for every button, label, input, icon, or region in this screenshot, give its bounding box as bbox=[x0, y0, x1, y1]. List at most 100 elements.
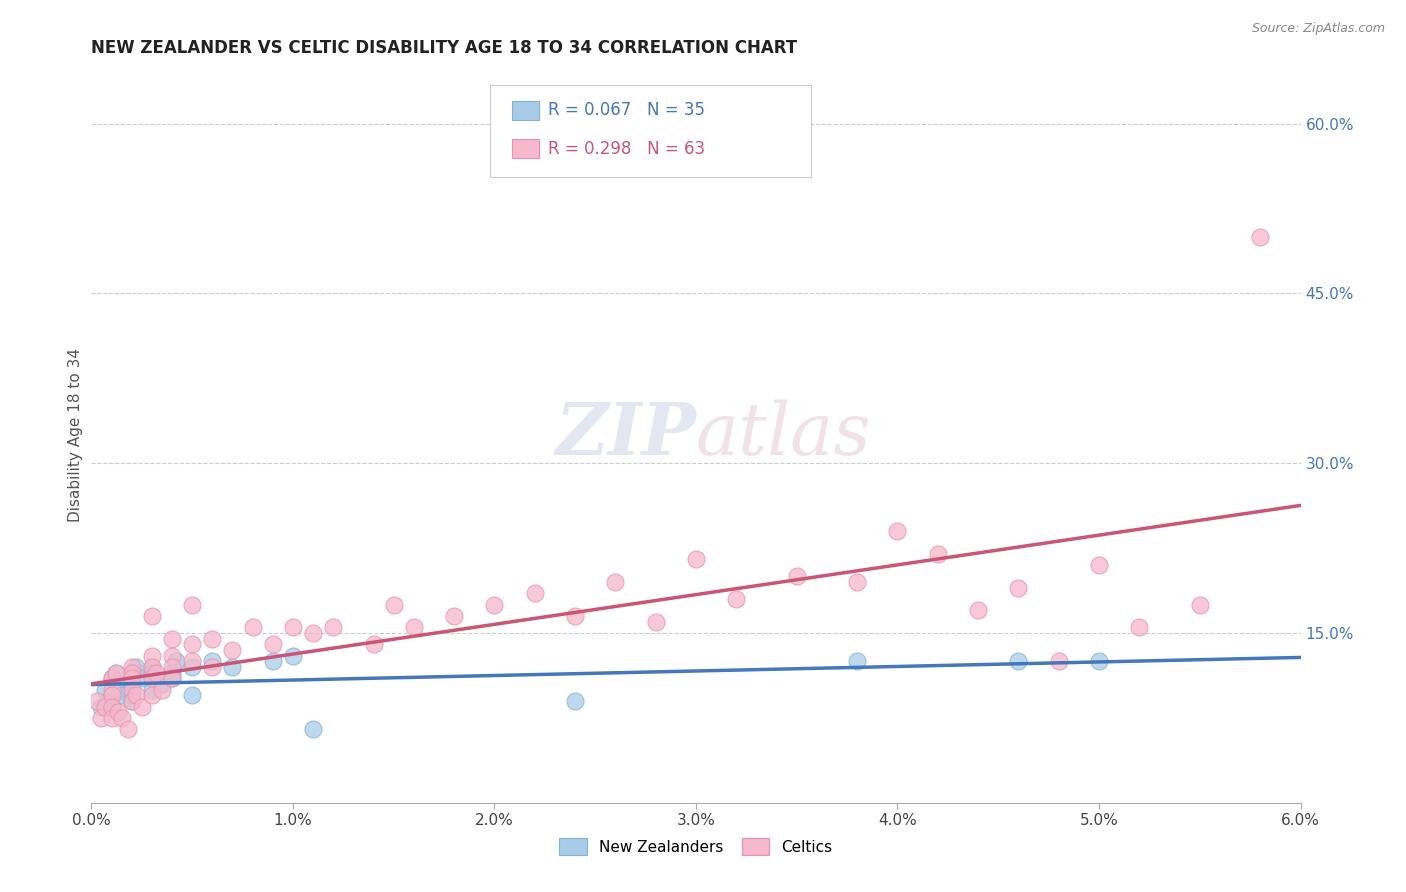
Point bbox=[141, 660, 163, 674]
Point bbox=[846, 654, 869, 668]
Y-axis label: Disability Age 18 to 34: Disability Age 18 to 34 bbox=[67, 348, 83, 522]
Point bbox=[100, 671, 122, 685]
Point bbox=[484, 598, 506, 612]
Point bbox=[100, 688, 122, 702]
Point bbox=[150, 677, 173, 691]
Point bbox=[141, 609, 163, 624]
Text: ZIP: ZIP bbox=[555, 400, 696, 470]
Point bbox=[131, 671, 153, 685]
Point bbox=[302, 723, 325, 737]
Point bbox=[363, 637, 385, 651]
Point bbox=[121, 682, 143, 697]
Point bbox=[121, 677, 143, 691]
Point bbox=[100, 699, 122, 714]
Point bbox=[886, 524, 908, 538]
Point bbox=[100, 699, 122, 714]
Point bbox=[121, 688, 143, 702]
Point bbox=[181, 598, 204, 612]
Point bbox=[242, 620, 264, 634]
Point bbox=[100, 682, 122, 697]
Point bbox=[100, 711, 122, 725]
Point bbox=[160, 665, 183, 680]
Point bbox=[1088, 558, 1111, 572]
Point bbox=[160, 648, 183, 663]
Point bbox=[121, 665, 143, 680]
Point bbox=[100, 671, 122, 685]
Point bbox=[117, 723, 139, 737]
Point bbox=[86, 694, 108, 708]
Point bbox=[141, 660, 163, 674]
Point bbox=[121, 694, 143, 708]
Bar bbox=[512, 101, 538, 120]
Point bbox=[302, 626, 325, 640]
Bar bbox=[512, 139, 538, 158]
Point bbox=[125, 660, 148, 674]
Point bbox=[1088, 654, 1111, 668]
Point bbox=[94, 699, 117, 714]
Point bbox=[90, 699, 112, 714]
Point bbox=[201, 632, 224, 646]
Point bbox=[100, 688, 122, 702]
Point bbox=[181, 637, 204, 651]
Point bbox=[121, 665, 143, 680]
Point bbox=[125, 688, 148, 702]
Point bbox=[160, 671, 183, 685]
Point bbox=[1047, 654, 1070, 668]
Point bbox=[201, 654, 224, 668]
Point bbox=[322, 620, 344, 634]
Point bbox=[402, 620, 425, 634]
Point bbox=[523, 586, 546, 600]
Text: R = 0.298   N = 63: R = 0.298 N = 63 bbox=[548, 139, 706, 158]
Point bbox=[181, 654, 204, 668]
Point bbox=[104, 665, 127, 680]
Point bbox=[181, 688, 204, 702]
Point bbox=[1007, 654, 1029, 668]
Point bbox=[121, 694, 143, 708]
Point bbox=[94, 682, 117, 697]
Point bbox=[927, 547, 949, 561]
Point bbox=[564, 609, 586, 624]
Legend: New Zealanders, Celtics: New Zealanders, Celtics bbox=[553, 831, 839, 862]
Point bbox=[786, 569, 808, 583]
Point bbox=[564, 694, 586, 708]
Point bbox=[141, 682, 163, 697]
Point bbox=[121, 660, 143, 674]
Point bbox=[141, 671, 163, 685]
Point bbox=[846, 575, 869, 590]
Point bbox=[281, 648, 304, 663]
Text: NEW ZEALANDER VS CELTIC DISABILITY AGE 18 TO 34 CORRELATION CHART: NEW ZEALANDER VS CELTIC DISABILITY AGE 1… bbox=[91, 39, 797, 57]
Point bbox=[1007, 581, 1029, 595]
Point bbox=[443, 609, 465, 624]
Point bbox=[141, 648, 163, 663]
Point bbox=[131, 699, 153, 714]
Point bbox=[160, 671, 183, 685]
Point bbox=[181, 660, 204, 674]
Point bbox=[160, 660, 183, 674]
Point bbox=[281, 620, 304, 634]
Point bbox=[145, 665, 167, 680]
Point bbox=[644, 615, 666, 629]
Point bbox=[150, 682, 173, 697]
Text: atlas: atlas bbox=[696, 400, 872, 470]
Point bbox=[1249, 229, 1271, 244]
Point bbox=[1128, 620, 1150, 634]
Point bbox=[160, 632, 183, 646]
Text: Source: ZipAtlas.com: Source: ZipAtlas.com bbox=[1251, 22, 1385, 36]
Point bbox=[725, 592, 748, 607]
Point bbox=[111, 711, 132, 725]
FancyBboxPatch shape bbox=[491, 86, 811, 178]
Point bbox=[111, 682, 132, 697]
Point bbox=[1188, 598, 1211, 612]
Point bbox=[107, 705, 129, 719]
Point bbox=[111, 688, 132, 702]
Point bbox=[107, 677, 129, 691]
Text: R = 0.067   N = 35: R = 0.067 N = 35 bbox=[548, 102, 706, 120]
Point bbox=[165, 654, 187, 668]
Point bbox=[141, 665, 163, 680]
Point bbox=[201, 660, 224, 674]
Point bbox=[262, 637, 284, 651]
Point bbox=[685, 552, 707, 566]
Point bbox=[605, 575, 627, 590]
Point bbox=[121, 671, 143, 685]
Point bbox=[141, 688, 163, 702]
